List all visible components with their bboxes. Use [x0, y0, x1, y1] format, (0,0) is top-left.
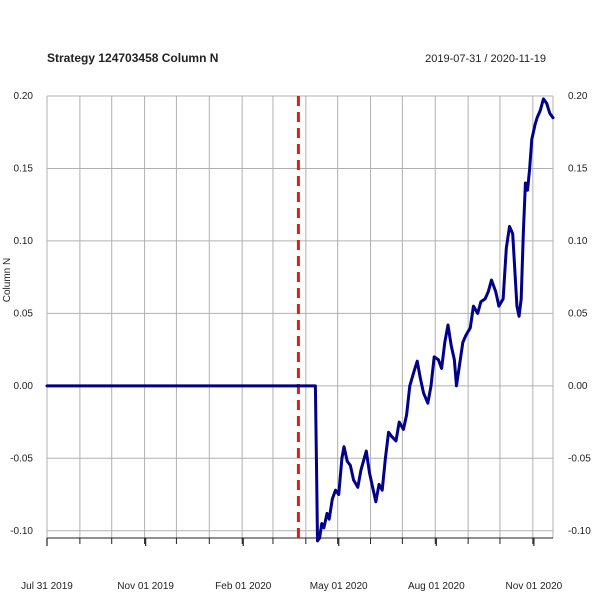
- y-tick-label-left: -0.05: [10, 453, 33, 464]
- y-tick-label-left: 0.05: [14, 308, 34, 319]
- y-tick-label-right: 0.20: [568, 91, 588, 102]
- x-tick-label: May 01 2020: [310, 581, 368, 592]
- y-tick-label-left: 0.15: [14, 163, 34, 174]
- axis-layer: [46, 537, 553, 546]
- mark-layer: [45, 96, 555, 543]
- y-tick-label-left: -0.10: [10, 526, 33, 537]
- y-tick-label-right: -0.10: [568, 526, 591, 537]
- x-tick-label: Nov 01 2019: [117, 581, 174, 592]
- y-tick-label-right: -0.05: [568, 453, 591, 464]
- tick-layer: Jul 31 2019 Nov 01 2019 Feb 01 2020 May 01 …: [10, 91, 591, 592]
- grid-layer: [46, 95, 554, 538]
- series-line-1: [45, 97, 555, 543]
- x-tick-label: Feb 01 2020: [215, 581, 272, 592]
- y-tick-label-right: 0.00: [568, 381, 588, 392]
- y-tick-label-right: 0.10: [568, 236, 588, 247]
- y-axis-label: Column N: [2, 258, 13, 302]
- y-tick-label-left: 0.10: [14, 236, 34, 247]
- x-tick-label: Aug 01 2020: [408, 581, 465, 592]
- x-tick-label: Jul 31 2019: [21, 581, 73, 592]
- y-tick-label-left: 0.20: [14, 91, 34, 102]
- y-tick-label-right: 0.05: [568, 308, 588, 319]
- chart-title: Strategy 124703458 Column N: [47, 51, 218, 65]
- date-range-label: 2019-07-31 / 2020-11-19: [425, 53, 546, 65]
- y-tick-label-left: 0.00: [14, 381, 34, 392]
- y-tick-label-right: 0.15: [568, 163, 588, 174]
- x-tick-label: Nov 01 2020: [506, 581, 563, 592]
